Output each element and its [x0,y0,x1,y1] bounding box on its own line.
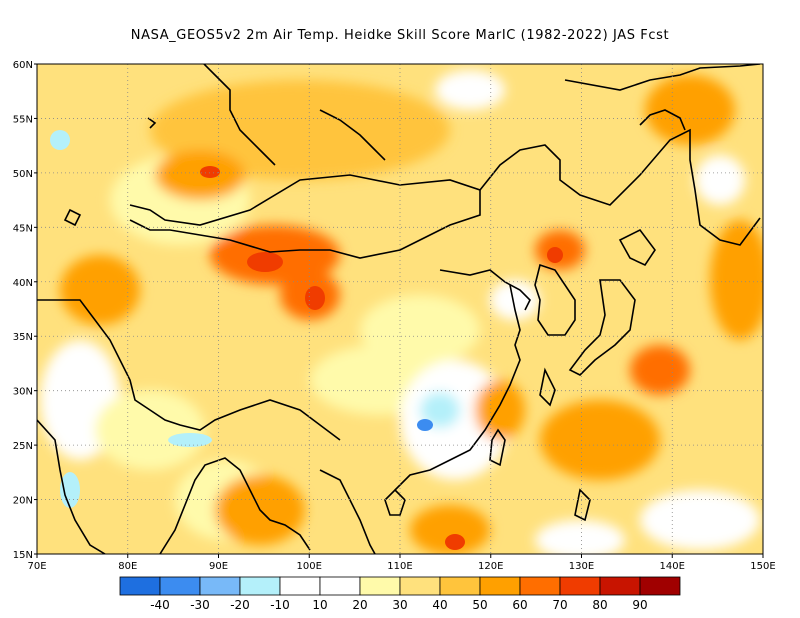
coast-bay-bengal [159,457,311,554]
coast-korea [534,263,576,336]
colorbar-swatch [479,576,521,596]
patch-yellow-sea-white [490,280,540,320]
lon-tick-label: 130E [569,561,594,572]
patch-altai-red [200,166,220,178]
lon-tick-label: 150E [750,561,775,572]
colorbar-label: -30 [190,598,210,612]
patch-okhotsk-orange [645,75,735,145]
coast-hainan [384,488,406,516]
coast-aral [63,208,82,227]
patch-manchuria-red [547,247,563,263]
coast-japan-honshu [568,279,636,376]
lon-tick-label: 100E [297,561,322,572]
lat-tick-label: 25N [13,441,33,452]
colorbar-label: -10 [270,598,290,612]
coast-kamchatka-west [639,109,686,131]
coast-russia-far-east [479,128,761,246]
colorbar-label: 10 [312,598,327,612]
colorbar-label: 30 [392,598,407,612]
colorbar-swatch [599,576,641,596]
coast-luzon [574,488,591,522]
colorbar-label: 40 [432,598,447,612]
patch-west-pacific-orange [540,400,660,480]
patch-south-china-blue [420,392,460,428]
lat-tick-label: 30N [13,387,33,398]
patch-philippine-white [535,520,625,554]
map-grid [37,64,763,554]
colorbar-label: 50 [472,598,487,612]
lon-tick-label: 140E [660,561,685,572]
lon-tick-label: 80E [118,561,137,572]
border-mongolia-china [129,174,481,259]
coast-caspian-north [147,117,157,129]
patch-qaidam-red [305,286,325,310]
patch-guangxi-blue [417,419,433,431]
patch-tarim-red [247,252,283,272]
colorbar-swatch [639,576,681,596]
colorbar-swatch [319,576,361,596]
patch-pacific-orange [630,345,690,395]
lat-tick-label: 60N [13,60,33,71]
colorbar-label: 80 [592,598,607,612]
colorbar-swatch [559,576,601,596]
colorbar-label: 70 [552,598,567,612]
colorbar-label: 90 [632,598,647,612]
border-russia-west [202,64,276,166]
patch-bangladesh-blue [168,433,212,447]
patch-central-india-light [95,390,205,470]
longitude-axis: 70E 80E 90E 100E 110E 120E 130E 140E 150E [27,554,776,572]
colorbar-label: -20 [230,598,250,612]
coast-japan-hokkaido [618,228,656,267]
coast-kyushu [539,367,556,407]
map-title: NASA_GEOS5v2 2m Air Temp. Heidke Skill S… [130,28,670,43]
colorbar-swatch [279,576,321,596]
lat-tick-label: 50N [13,169,33,180]
lat-tick-label: 35N [13,332,33,343]
coast-india-west [37,419,106,554]
score-field [37,64,763,554]
colorbar-swatch [439,576,481,596]
patch-caspian-blue [50,130,70,150]
lat-tick-label: 55N [13,114,33,125]
patch-afghan-orange [60,255,140,325]
coast-indochina [319,469,376,554]
lat-tick-label: 40N [13,278,33,289]
patch-pacific-white [640,490,760,550]
colorbar-swatch [199,576,241,596]
coast-okhotsk [564,64,761,91]
colorbar-label: -40 [150,598,170,612]
coast-taiwan [489,428,506,467]
coast-china-east [394,284,521,491]
colorbar-label: 60 [512,598,527,612]
lat-tick-label: 20N [13,496,33,507]
colorbar-swatch [159,576,201,596]
patch-scs-orange [410,505,490,554]
lon-tick-label: 120E [478,561,503,572]
patch-sakhalin-white [695,155,745,205]
patch-altai-orange [155,150,245,200]
colorbar: -40 -30 -20 -10 10 20 30 40 50 60 70 80 90 [119,576,681,612]
coast-baikal [319,109,386,161]
lon-tick-label: 110E [387,561,412,572]
colorbar-swatch [399,576,441,596]
lat-tick-label: 15N [13,550,33,561]
lat-tick-label: 45N [13,223,33,234]
patch-arabian-blue [60,472,80,508]
colorbar-swatch [359,576,401,596]
colorbar-swatch [119,576,161,596]
colorbar-label: 20 [352,598,367,612]
colorbar-swatch [239,576,281,596]
colorbar-swatch [519,576,561,596]
patch-east-china-orange [475,380,525,440]
patch-scs-red [445,534,465,550]
patch-siberia-white [435,70,505,110]
patch-east-edge-orange [710,220,763,340]
latitude-axis: 60N 55N 50N 45N 40N 35N 30N 25N 20N 15N [13,60,37,561]
border-himalaya [37,299,341,441]
lon-tick-label: 90E [209,561,228,572]
lon-tick-label: 70E [27,561,46,572]
coastlines [37,64,761,554]
